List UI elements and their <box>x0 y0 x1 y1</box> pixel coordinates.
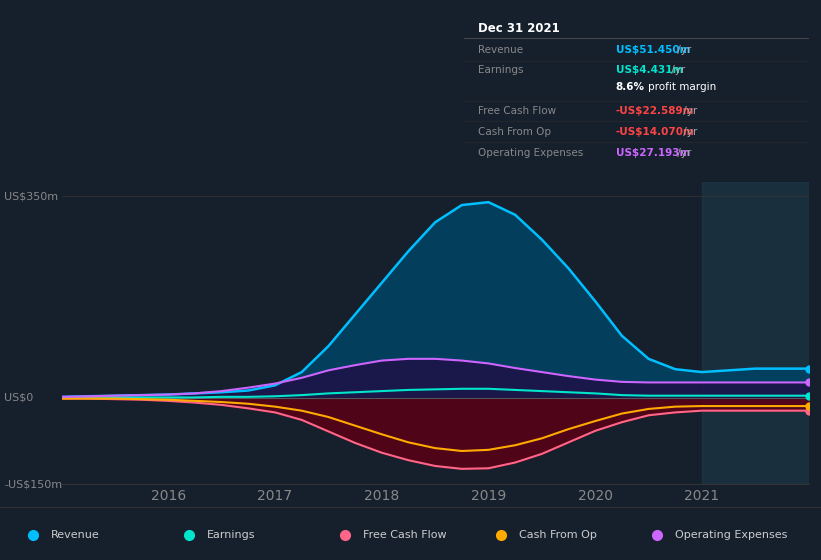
Text: US$0: US$0 <box>4 393 34 403</box>
Text: Operating Expenses: Operating Expenses <box>478 148 583 158</box>
Text: US$51.450m: US$51.450m <box>616 44 690 54</box>
Text: profit margin: profit margin <box>649 82 717 92</box>
Text: -US$14.070m: -US$14.070m <box>616 127 695 137</box>
Text: -US$22.589m: -US$22.589m <box>616 106 694 116</box>
Text: Dec 31 2021: Dec 31 2021 <box>478 22 559 35</box>
Text: -US$150m: -US$150m <box>4 479 62 489</box>
Text: /yr: /yr <box>680 106 697 116</box>
Text: /yr: /yr <box>680 127 697 137</box>
Text: Operating Expenses: Operating Expenses <box>675 530 787 540</box>
Text: US$350m: US$350m <box>4 192 58 202</box>
Text: Earnings: Earnings <box>478 66 523 75</box>
Text: Revenue: Revenue <box>478 44 523 54</box>
Text: US$4.431m: US$4.431m <box>616 66 683 75</box>
Text: Revenue: Revenue <box>51 530 99 540</box>
Text: Cash From Op: Cash From Op <box>519 530 597 540</box>
Text: /yr: /yr <box>674 44 691 54</box>
Bar <box>702 182 809 484</box>
Text: Earnings: Earnings <box>207 530 255 540</box>
Text: 8.6%: 8.6% <box>616 82 644 92</box>
Text: US$27.193m: US$27.193m <box>616 148 690 158</box>
Text: Free Cash Flow: Free Cash Flow <box>478 106 556 116</box>
Text: /yr: /yr <box>674 148 691 158</box>
Text: /yr: /yr <box>668 66 686 75</box>
Text: Free Cash Flow: Free Cash Flow <box>363 530 447 540</box>
Text: Cash From Op: Cash From Op <box>478 127 551 137</box>
